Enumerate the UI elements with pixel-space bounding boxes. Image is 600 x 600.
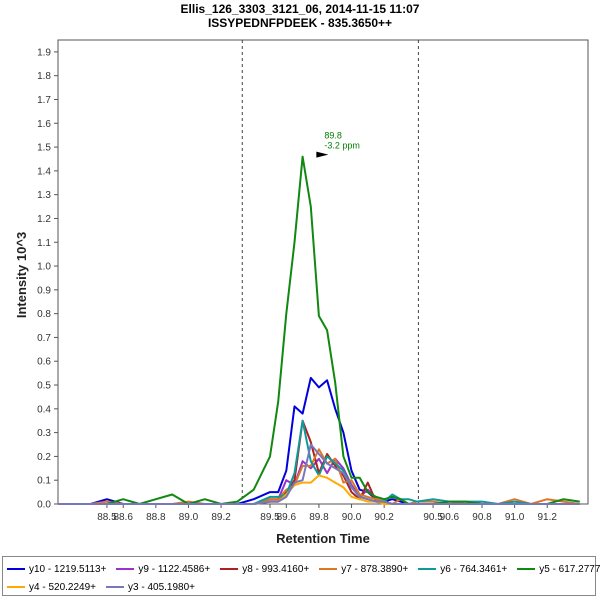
y-tick-label: 0.9 (37, 285, 51, 296)
plot-area (57, 39, 589, 505)
chromatogram-chart: Ellis_126_3303_3121_06, 2014-11-15 11:07… (14, 2, 589, 546)
y-tick-label: 0.3 (37, 428, 51, 439)
legend-label: y4 - 520.2249+ (29, 581, 96, 593)
chart-legend: y10 - 1219.5113+ y9 - 1122.4586+ y8 - 993.… (2, 556, 600, 596)
x-tick-label: 90.8 (472, 512, 492, 523)
legend-swatch (7, 568, 25, 570)
y-tick-label: 0.7 (37, 333, 51, 344)
chart-subtitle: ISSYPEDNFPDEEK - 835.3650++ (208, 16, 392, 30)
x-tick-label: 88.6 (113, 512, 133, 523)
x-tick-label: 91.0 (505, 512, 525, 523)
series-line (58, 155, 580, 505)
y-axis-label: Intensity 10^3 (14, 232, 29, 318)
y-tick-label: 1.6 (37, 119, 51, 130)
x-axis-label: Retention Time (276, 531, 370, 546)
x-tick-label: 89.6 (277, 512, 297, 523)
x-tick-label: 91.2 (537, 512, 557, 523)
legend-item: y5 - 617.2777+ (517, 564, 600, 575)
legend-item: y9 - 1122.4586+ (116, 564, 210, 575)
legend-row: y4 - 520.2249+ y3 - 405.1980+ (7, 578, 591, 596)
legend-item: y7 - 878.3890+ (319, 564, 408, 575)
y-tick-label: 1.1 (37, 238, 51, 249)
y-tick-label: 0.6 (37, 357, 51, 368)
legend-item: y3 - 405.1980+ (106, 582, 195, 593)
y-tick-label: 1.8 (37, 71, 51, 82)
y-tick-label: 0.4 (37, 404, 51, 415)
legend-swatch (7, 586, 25, 588)
legend-label: y3 - 405.1980+ (128, 581, 195, 593)
legend-swatch (220, 568, 239, 570)
x-tick-label: 90.6 (440, 512, 460, 523)
y-tick-label: 1.3 (37, 190, 51, 201)
series-line (58, 443, 580, 505)
x-tick-label: 88.5 (97, 512, 117, 523)
legend-label: y5 - 617.2777+ (539, 563, 600, 575)
x-tick-label: 88.8 (146, 512, 166, 523)
x-tick-label: 89.5 (260, 512, 280, 523)
y-tick-label: 1.9 (37, 47, 51, 58)
legend-swatch (418, 568, 437, 570)
x-tick-label: 89.8 (309, 512, 329, 523)
x-tick-label: 90.5 (423, 512, 443, 523)
y-tick-label: 1.7 (37, 95, 51, 106)
legend-label: y8 - 993.4160+ (242, 563, 310, 575)
y-tick-label: 1.5 (37, 143, 51, 154)
legend-item: y8 - 993.4160+ (220, 564, 309, 575)
legend-swatch (116, 568, 135, 570)
peak-marker-arrow (316, 151, 329, 158)
y-tick-label: 0.0 (37, 500, 51, 511)
y-tick-label: 0.8 (37, 309, 51, 320)
y-tick-label: 0.2 (37, 452, 51, 463)
x-tick-label: 89.2 (211, 512, 231, 523)
legend-swatch (319, 568, 338, 570)
legend-item: y4 - 520.2249+ (7, 582, 96, 593)
legend-label: y10 - 1219.5113+ (29, 563, 107, 575)
legend-swatch (517, 568, 536, 570)
legend-label: y9 - 1122.4586+ (138, 563, 211, 575)
x-tick-label: 90.0 (342, 512, 362, 523)
y-tick-label: 0.1 (37, 476, 51, 487)
y-tick-label: 1.0 (37, 262, 51, 273)
peak-annotation-label: -3.2 ppm (324, 141, 360, 151)
chart-title: Ellis_126_3303_3121_06, 2014-11-15 11:07 (181, 2, 420, 16)
peak-annotation-label: 89.8 (324, 131, 342, 141)
legend-label: y7 - 878.3890+ (341, 563, 409, 575)
y-tick-label: 0.5 (37, 381, 51, 392)
legend-row: y10 - 1219.5113+ y9 - 1122.4586+ y8 - 993.… (7, 560, 600, 578)
legend-item: y6 - 764.3461+ (418, 564, 507, 575)
x-tick-label: 90.2 (374, 512, 394, 523)
y-tick-label: 1.4 (37, 166, 51, 177)
legend-label: y6 - 764.3461+ (440, 563, 508, 575)
legend-swatch (106, 586, 124, 588)
x-tick-label: 89.0 (179, 512, 199, 523)
y-tick-label: 1.2 (37, 214, 51, 225)
legend-item: y10 - 1219.5113+ (7, 564, 106, 575)
